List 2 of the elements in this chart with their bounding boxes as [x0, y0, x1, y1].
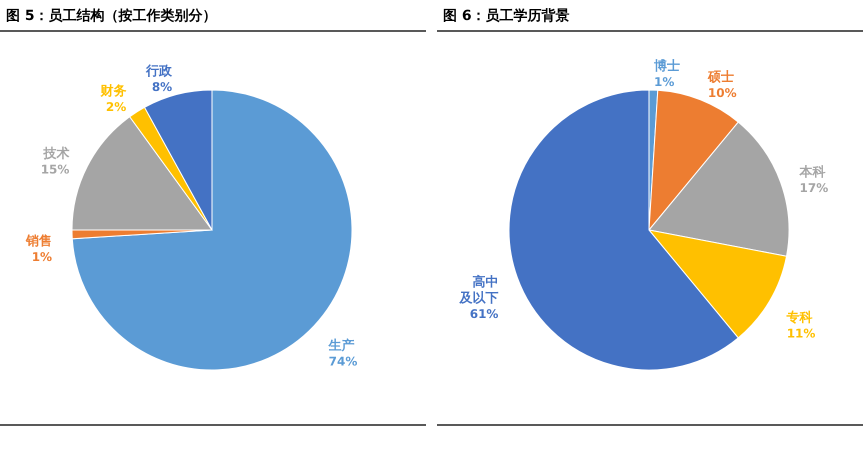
chart-title: 图 6：员工学历背景: [443, 8, 570, 24]
chart-title: 图 5：员工结构（按工作类别分）: [6, 8, 217, 24]
